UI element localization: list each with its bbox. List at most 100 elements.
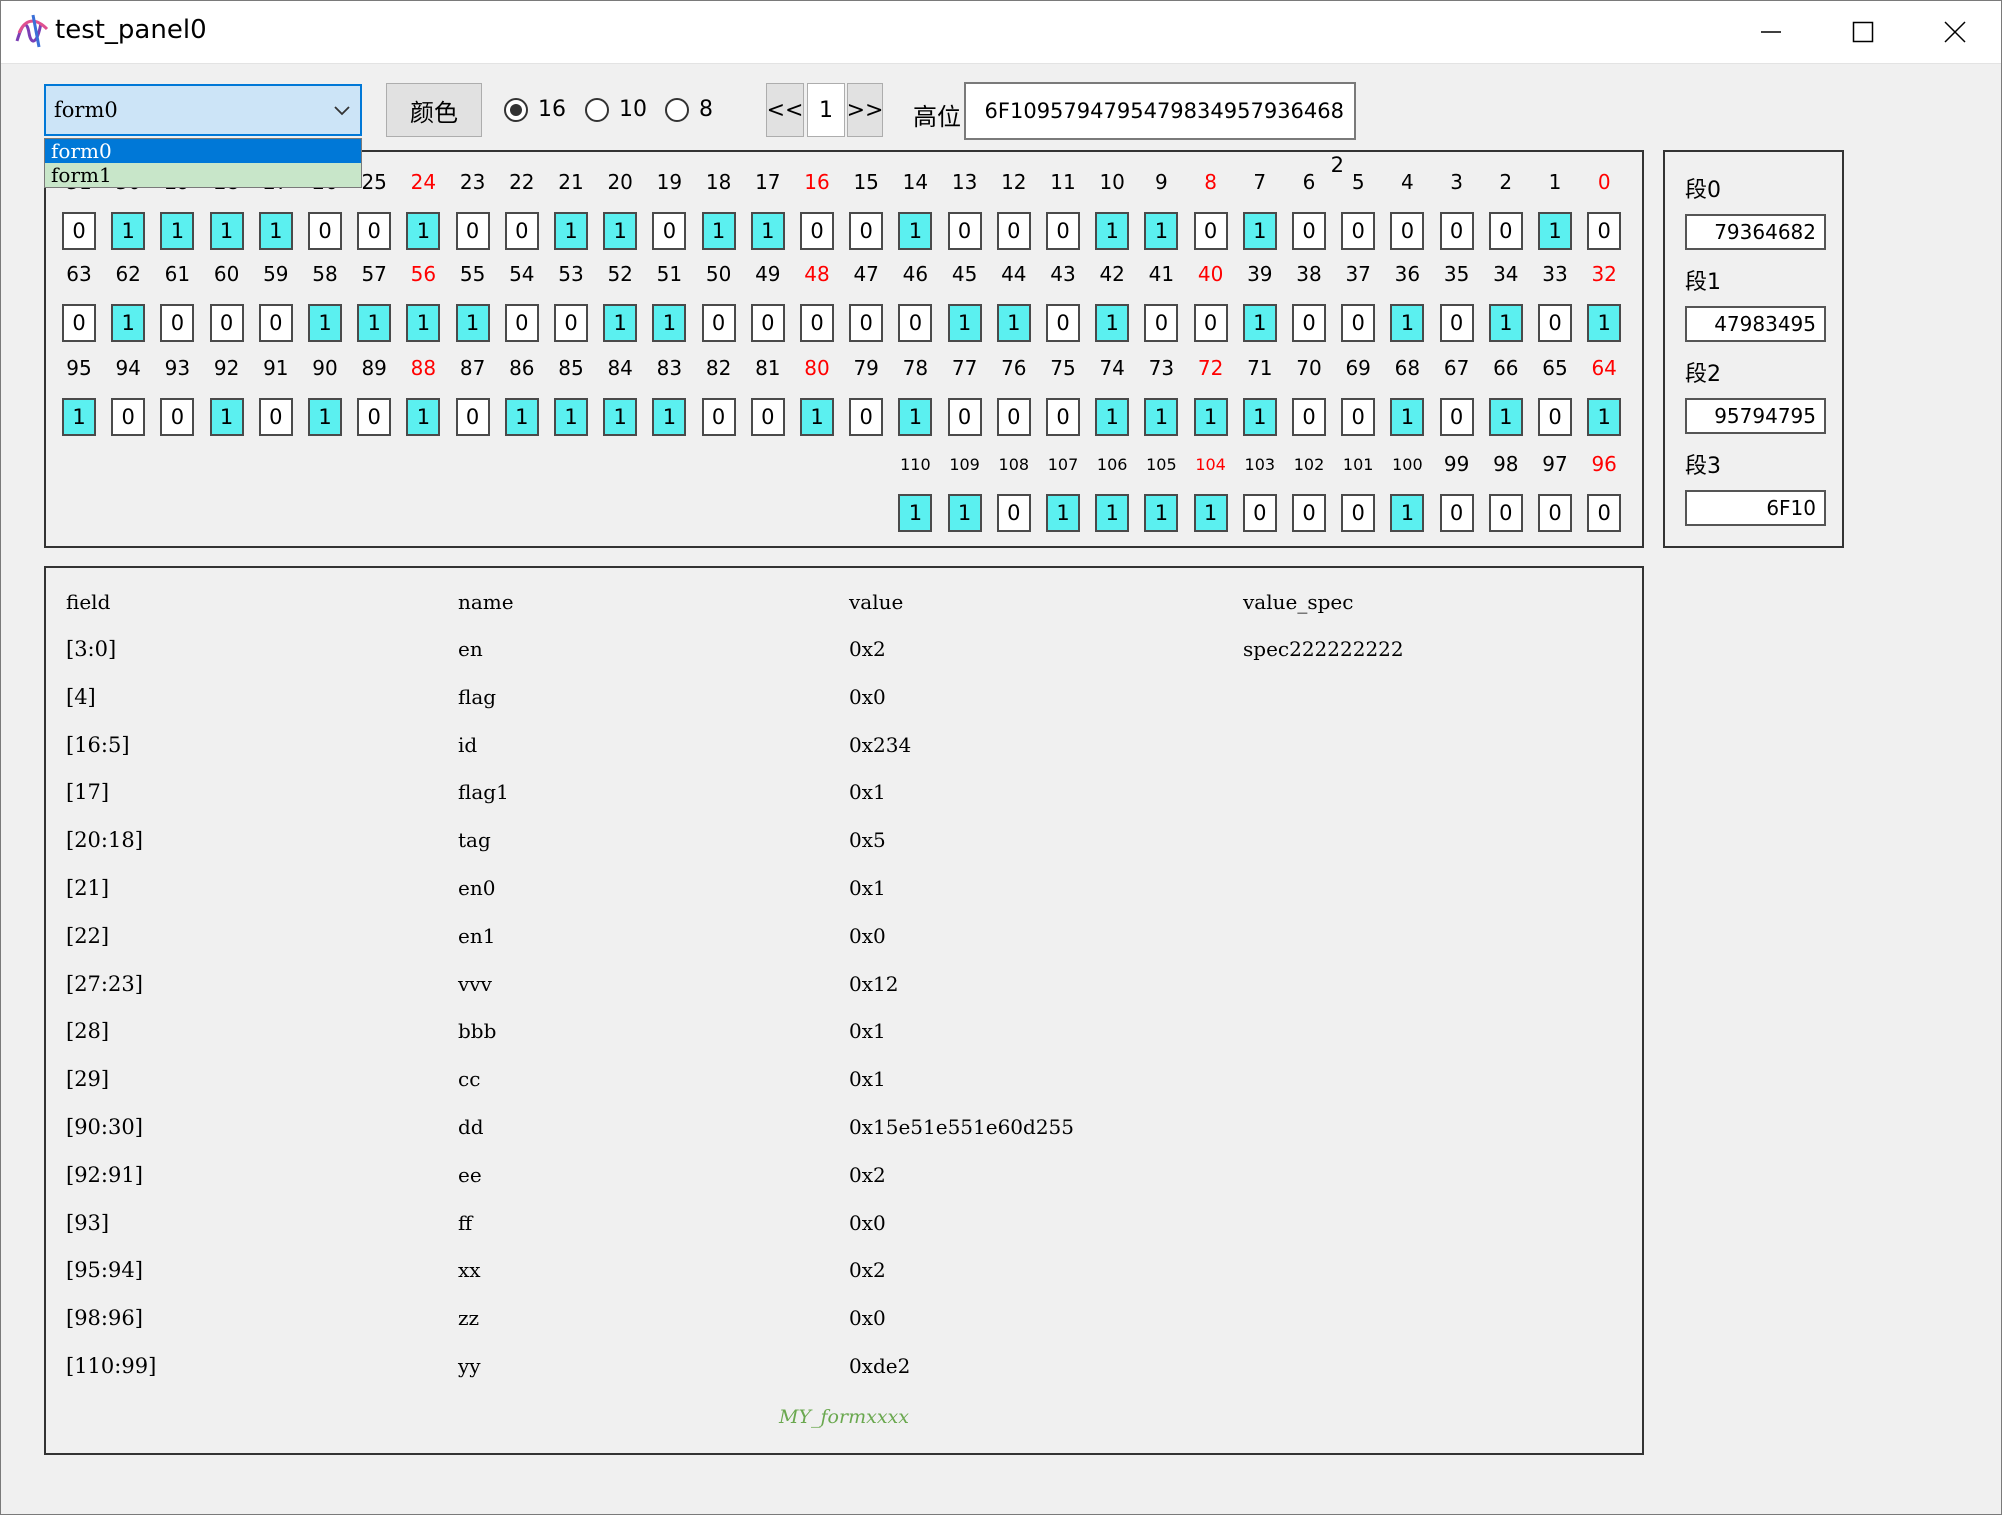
bit-toggle[interactable]: 0: [1341, 398, 1376, 436]
bit-toggle[interactable]: 1: [1242, 212, 1277, 250]
bit-toggle[interactable]: 0: [701, 304, 736, 342]
bit-toggle[interactable]: 1: [652, 398, 687, 436]
bit-toggle[interactable]: 0: [947, 212, 982, 250]
bit-toggle[interactable]: 1: [1046, 494, 1080, 532]
bit-toggle[interactable]: 0: [800, 212, 834, 250]
bit-toggle[interactable]: 0: [160, 304, 195, 342]
bit-toggle[interactable]: 1: [1390, 398, 1425, 436]
bit-toggle[interactable]: 0: [504, 212, 539, 250]
bit-toggle[interactable]: 0: [554, 304, 588, 342]
bit-toggle[interactable]: 1: [1193, 494, 1228, 532]
bit-toggle[interactable]: 1: [406, 398, 441, 436]
bit-toggle[interactable]: 0: [1488, 494, 1523, 532]
bit-toggle[interactable]: 1: [357, 304, 392, 342]
bit-toggle[interactable]: 0: [1046, 304, 1080, 342]
bit-toggle[interactable]: 1: [1390, 494, 1425, 532]
bit-toggle[interactable]: 0: [849, 398, 884, 436]
bit-toggle[interactable]: 1: [62, 398, 96, 436]
bit-toggle[interactable]: 0: [1439, 212, 1474, 250]
bit-toggle[interactable]: 1: [652, 304, 687, 342]
bit-toggle[interactable]: 1: [898, 212, 933, 250]
bit-toggle[interactable]: 0: [258, 304, 293, 342]
bit-toggle[interactable]: 1: [1538, 212, 1572, 250]
bit-toggle[interactable]: 1: [750, 212, 785, 250]
bit-toggle[interactable]: 1: [800, 398, 834, 436]
bit-toggle[interactable]: 1: [701, 212, 736, 250]
bit-toggle[interactable]: 0: [1242, 494, 1277, 532]
bit-toggle[interactable]: 1: [947, 304, 982, 342]
bit-toggle[interactable]: 0: [209, 304, 244, 342]
bit-toggle[interactable]: 1: [554, 398, 588, 436]
bit-toggle[interactable]: 0: [1439, 494, 1474, 532]
bit-toggle[interactable]: 0: [1439, 304, 1474, 342]
bit-toggle[interactable]: 0: [62, 304, 96, 342]
bit-toggle[interactable]: 0: [1144, 304, 1179, 342]
bit-toggle[interactable]: 1: [1095, 494, 1130, 532]
bit-toggle[interactable]: 1: [1242, 398, 1277, 436]
bit-toggle[interactable]: 1: [1242, 304, 1277, 342]
bit-toggle[interactable]: 0: [357, 212, 392, 250]
bit-toggle[interactable]: 0: [800, 304, 834, 342]
bit-toggle[interactable]: 0: [160, 398, 195, 436]
bit-toggle[interactable]: 0: [652, 212, 687, 250]
segment-value-3[interactable]: 6F10: [1685, 490, 1826, 526]
bit-toggle[interactable]: 0: [111, 398, 146, 436]
bit-toggle[interactable]: 1: [406, 212, 441, 250]
bit-toggle[interactable]: 0: [455, 212, 490, 250]
bit-toggle[interactable]: 1: [898, 398, 933, 436]
bit-toggle[interactable]: 1: [406, 304, 441, 342]
bit-toggle[interactable]: 0: [1439, 398, 1474, 436]
dropdown-option-form1[interactable]: form1: [45, 163, 361, 187]
bit-toggle[interactable]: 1: [1488, 304, 1523, 342]
radix-radio-8[interactable]: 8: [665, 97, 713, 122]
bit-toggle[interactable]: 1: [308, 398, 342, 436]
bit-toggle[interactable]: 0: [1390, 212, 1425, 250]
bit-toggle[interactable]: 0: [750, 304, 785, 342]
bit-toggle[interactable]: 0: [849, 304, 884, 342]
bit-toggle[interactable]: 1: [504, 398, 539, 436]
bit-toggle[interactable]: 0: [62, 212, 96, 250]
bit-toggle[interactable]: 1: [898, 494, 933, 532]
bit-toggle[interactable]: 0: [504, 304, 539, 342]
bit-toggle[interactable]: 0: [455, 398, 490, 436]
bit-toggle[interactable]: 0: [996, 494, 1031, 532]
bit-toggle[interactable]: 0: [1538, 494, 1572, 532]
bit-toggle[interactable]: 1: [111, 304, 146, 342]
bit-toggle[interactable]: 0: [1292, 212, 1326, 250]
bit-toggle[interactable]: 1: [1144, 398, 1179, 436]
bit-toggle[interactable]: 1: [1587, 304, 1622, 342]
bit-toggle[interactable]: 0: [1341, 494, 1376, 532]
bit-toggle[interactable]: 0: [996, 212, 1031, 250]
bit-toggle[interactable]: 1: [947, 494, 982, 532]
bit-toggle[interactable]: 1: [209, 398, 244, 436]
bit-toggle[interactable]: 0: [357, 398, 392, 436]
bit-toggle[interactable]: 0: [1538, 304, 1572, 342]
bit-toggle[interactable]: 1: [258, 212, 293, 250]
segment-value-2[interactable]: 95794795: [1685, 398, 1826, 434]
maximize-button[interactable]: [1817, 1, 1909, 63]
bit-toggle[interactable]: 1: [603, 398, 638, 436]
radix-radio-10[interactable]: 10: [585, 97, 647, 122]
color-button[interactable]: 颜色: [386, 83, 482, 137]
bit-toggle[interactable]: 0: [1341, 212, 1376, 250]
bit-toggle[interactable]: 0: [898, 304, 933, 342]
bit-toggle[interactable]: 1: [1587, 398, 1622, 436]
bit-toggle[interactable]: 1: [160, 212, 195, 250]
segment-value-1[interactable]: 47983495: [1685, 306, 1826, 342]
bit-toggle[interactable]: 1: [1144, 494, 1179, 532]
bit-toggle[interactable]: 0: [1488, 212, 1523, 250]
bit-toggle[interactable]: 1: [1095, 212, 1130, 250]
bit-toggle[interactable]: 0: [1587, 494, 1622, 532]
prev-page-button[interactable]: <<: [766, 83, 804, 137]
bit-toggle[interactable]: 0: [947, 398, 982, 436]
bit-toggle[interactable]: 1: [1095, 304, 1130, 342]
dropdown-option-form0[interactable]: form0: [45, 139, 361, 163]
bit-toggle[interactable]: 0: [1292, 494, 1326, 532]
bit-toggle[interactable]: 1: [1390, 304, 1425, 342]
bit-toggle[interactable]: 0: [1193, 304, 1228, 342]
bit-toggle[interactable]: 1: [1144, 212, 1179, 250]
bit-toggle[interactable]: 1: [1488, 398, 1523, 436]
bit-toggle[interactable]: 0: [1193, 212, 1228, 250]
bit-toggle[interactable]: 1: [1095, 398, 1130, 436]
bit-toggle[interactable]: 0: [849, 212, 884, 250]
